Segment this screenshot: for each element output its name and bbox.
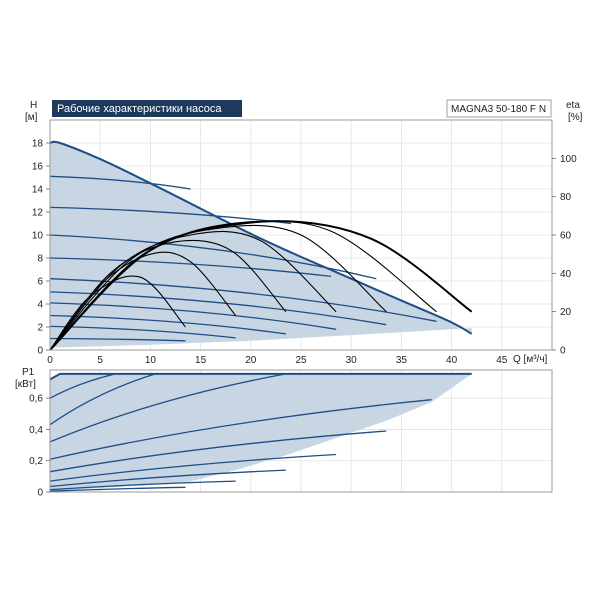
head-speed-curve: [49, 337, 186, 342]
eta-tick-label: 100: [560, 154, 577, 165]
power-speed-curve: [49, 480, 236, 491]
efficiency-curve: [49, 230, 337, 351]
power-y-tick-label: 0: [37, 488, 43, 499]
power-y-label: P1: [22, 367, 35, 378]
power-y-ticks: 0 0,2 0,4 0,6: [29, 394, 50, 499]
head-plot: 0 5 10 15 20 25 30 35 40 45 0 2 4 6 8 10 12 14 16 18 0 20 40…: [25, 99, 583, 366]
head-speed-curve: [49, 175, 191, 190]
power-operating-region: [50, 373, 472, 492]
model-name: MAGNA3 50-180 F N: [451, 104, 546, 115]
power-plot: 0 0,2 0,4 0,6 P1 [кВт]: [15, 367, 553, 499]
head-speed-curve: [49, 206, 292, 225]
head-y-tick-label: 18: [32, 139, 44, 150]
head-y2-ticks: 0 20 40 60 80 100: [552, 154, 577, 357]
head-y-label: H: [30, 100, 37, 111]
flow-x-label: Q [м³/ч]: [513, 354, 548, 365]
head-x-tick-label: 40: [446, 355, 458, 366]
chart-title: Рабочие характеристики насоса: [57, 103, 222, 115]
eta-tick-label: 60: [560, 231, 572, 242]
efficiency-curves: [49, 220, 473, 351]
power-y-tick-label: 0,2: [29, 456, 43, 467]
head-x-tick-label: 5: [97, 355, 103, 366]
head-y-tick-label: 10: [32, 231, 44, 242]
eta-tick-label: 40: [560, 269, 572, 280]
eta-tick-label: 0: [560, 346, 566, 357]
head-speed-curve: [49, 257, 332, 278]
model-badge: [446, 99, 552, 118]
head-y-tick-label: 8: [37, 254, 43, 265]
head-speed-curve: [49, 278, 437, 322]
power-speed-curve: [49, 486, 186, 492]
efficiency-curve: [49, 220, 473, 351]
power-y-tick-label: 0,6: [29, 394, 43, 405]
power-speed-curve: [49, 373, 287, 443]
eta-tick-label: 80: [560, 192, 572, 203]
efficiency-curve: [49, 224, 387, 351]
head-speed-curve: [49, 234, 377, 280]
eta-y-label: eta: [566, 100, 580, 111]
head-x-tick-label: 35: [396, 355, 408, 366]
power-plot-frame: [49, 369, 553, 493]
head-x-ticks: 0 5 10 15 20 25 30 35 40 45: [47, 355, 508, 366]
head-x-tick-label: 0: [47, 355, 53, 366]
power-y-unit: [кВт]: [15, 379, 36, 390]
power-speed-curve: [49, 373, 156, 426]
head-y-tick-label: 12: [32, 208, 44, 219]
head-x-tick-label: 45: [496, 355, 508, 366]
chart-title-bg: [52, 100, 242, 117]
power-y-tick-label: 0,4: [29, 425, 43, 436]
head-y-tick-label: 14: [32, 185, 44, 196]
efficiency-curve: [49, 239, 287, 351]
head-speed-curve: [49, 325, 236, 339]
head-y-unit: [м]: [25, 112, 38, 123]
head-y-ticks: 0 2 4 6 8 10 12 14 16 18: [32, 139, 50, 357]
head-x-tick-label: 15: [195, 355, 207, 366]
power-speed-curve: [49, 373, 116, 399]
head-y-tick-label: 16: [32, 162, 44, 173]
head-y-tick-label: 0: [37, 346, 43, 357]
eta-y-unit: [%]: [568, 112, 583, 123]
head-operating-region: [50, 141, 472, 348]
power-speed-curves: [49, 373, 432, 492]
head-x-tick-label: 20: [245, 355, 257, 366]
head-max-curve: [49, 140, 473, 335]
power-speed-curve: [49, 469, 286, 488]
power-speed-curve: [49, 399, 432, 460]
power-speed-curve: [49, 453, 337, 482]
power-max-curve: [49, 372, 472, 381]
head-x-tick-label: 25: [295, 355, 307, 366]
power-speed-curve: [49, 430, 387, 473]
head-y-tick-label: 6: [37, 277, 43, 288]
head-speed-curve: [49, 314, 286, 335]
eta-tick-label: 20: [560, 307, 572, 318]
head-x-tick-label: 10: [145, 355, 157, 366]
head-y-tick-label: 2: [37, 323, 43, 334]
head-x-tick-label: 30: [346, 355, 358, 366]
head-y-tick-label: 4: [37, 300, 43, 311]
